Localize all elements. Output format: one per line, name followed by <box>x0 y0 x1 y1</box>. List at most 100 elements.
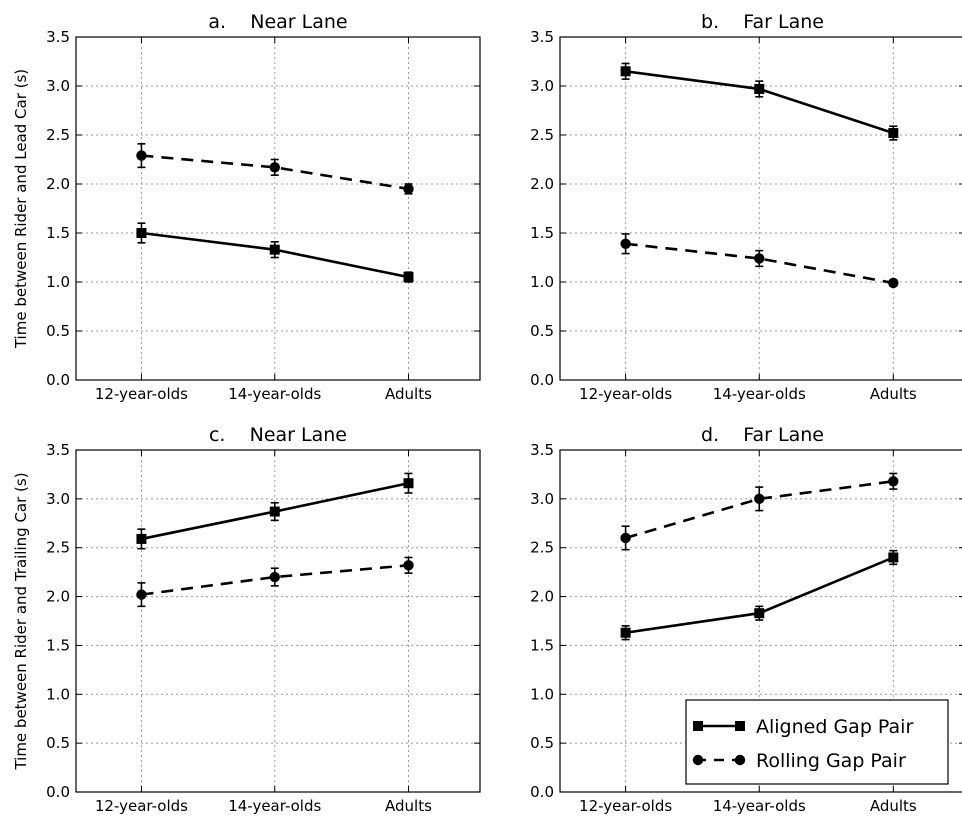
data-point-circle <box>754 253 765 264</box>
x-tick-label: 12-year-olds <box>579 797 672 815</box>
x-tick-label: 14-year-olds <box>713 797 806 815</box>
y-tick-label: 2.0 <box>46 175 70 193</box>
series-rolling <box>136 556 414 608</box>
x-tick-label: 12-year-olds <box>95 385 188 403</box>
y-tick-label: 2.5 <box>530 539 554 557</box>
series-aligned <box>620 62 899 141</box>
data-point-square <box>136 533 147 544</box>
series-line-rolling <box>625 479 894 540</box>
panel-title: b. Far Lane <box>701 11 824 33</box>
data-point-circle <box>403 183 414 195</box>
data-point-circle <box>620 238 631 249</box>
data-point-square <box>754 608 765 619</box>
y-tick-label: 1.0 <box>530 273 554 291</box>
x-tick-label: 14-year-olds <box>228 385 321 403</box>
x-tick-label: 14-year-olds <box>713 385 806 403</box>
panel-c: c. Near Lane 0.0 0.5 1.0 1.5 2.0 2.5 3.0 3.5 12-y… <box>12 424 481 815</box>
y-tick-label: 1.0 <box>46 685 70 703</box>
y-tick-label: 0.5 <box>46 322 70 340</box>
panel-b: b. Far Lane 0.0 0.5 1.0 1.5 2.0 2.5 3.0 3.5 12-ye… <box>530 11 962 403</box>
y-tick-label: 0.0 <box>46 371 70 389</box>
x-tick-label: Adults <box>385 797 432 815</box>
panel-title: d. Far Lane <box>701 424 824 446</box>
series-rolling <box>136 143 414 195</box>
y-tick-label: 3.0 <box>530 77 554 95</box>
y-tick-label: 1.0 <box>530 685 554 703</box>
series-rolling <box>620 472 899 551</box>
series-aligned <box>136 222 414 283</box>
data-point-circle <box>136 589 147 600</box>
y-axis-label: Time between Rider and Lead Car (s) <box>12 69 30 349</box>
data-point-square <box>269 244 280 255</box>
panel-d: d. Far Lane 0.0 0.5 1.0 1.5 2.0 2.5 3.0 3.5 12-ye… <box>530 424 962 815</box>
y-tick-label: 2.5 <box>46 539 70 557</box>
data-point-square <box>403 272 414 283</box>
y-tick-label: 0.5 <box>530 734 554 752</box>
y-tick-label: 3.5 <box>46 28 70 46</box>
y-tick-label: 1.5 <box>46 636 70 654</box>
legend-label-rolling: Rolling Gap Pair <box>756 750 906 772</box>
y-tick-label: 3.5 <box>46 441 70 459</box>
legend-marker-square <box>735 721 745 731</box>
data-point-circle <box>269 571 280 583</box>
x-tick-label: Adults <box>385 385 432 403</box>
y-tick-label: 0.0 <box>530 783 554 801</box>
legend-marker-circle <box>734 754 746 766</box>
data-point-circle <box>754 493 765 505</box>
panel-a: a. Near Lane 0.0 0.5 1.0 1.5 2.0 2.5 3.0 3.5 12-y… <box>12 11 481 403</box>
y-tick-label: 0.0 <box>530 371 554 389</box>
data-point-circle <box>888 476 899 487</box>
data-point-square <box>403 478 414 489</box>
y-tick-label: 2.0 <box>530 175 554 193</box>
data-point-square <box>620 66 631 77</box>
y-tick-label: 1.5 <box>530 224 554 242</box>
x-tick-label: 14-year-olds <box>228 797 321 815</box>
data-point-circle <box>620 532 631 544</box>
y-tick-label: 1.0 <box>46 273 70 291</box>
x-tick-label: Adults <box>870 385 917 403</box>
data-point-circle <box>403 560 414 571</box>
data-point-circle <box>888 277 899 289</box>
y-tick-label: 3.0 <box>46 77 70 95</box>
data-point-square <box>754 83 765 94</box>
series-rolling <box>620 233 899 289</box>
y-tick-label: 0.5 <box>46 734 70 752</box>
x-tick-label: 12-year-olds <box>95 797 188 815</box>
data-point-circle <box>136 150 147 161</box>
series-aligned <box>136 472 414 550</box>
series-line-rolling <box>141 564 409 596</box>
y-tick-label: 1.5 <box>530 636 554 654</box>
legend-box <box>685 699 949 785</box>
y-axis-label: Time between Rider and Trailing Car (s) <box>12 472 30 770</box>
y-tick-label: 3.0 <box>530 490 554 508</box>
y-tick-label: 1.5 <box>46 224 70 242</box>
x-tick-label: Adults <box>870 797 917 815</box>
legend: Aligned Gap Pair Rolling Gap Pair <box>685 699 949 785</box>
panel-title: a. Near Lane <box>208 11 347 33</box>
plot-frame <box>75 449 481 793</box>
y-tick-label: 2.0 <box>530 588 554 606</box>
y-tick-label: 2.5 <box>530 126 554 144</box>
legend-marker-square <box>693 721 703 731</box>
plot-frame <box>559 36 962 381</box>
legend-marker-circle <box>692 754 704 766</box>
panel-title: c. Near Lane <box>209 424 347 446</box>
y-tick-label: 3.5 <box>530 28 554 46</box>
y-tick-label: 3.5 <box>530 441 554 459</box>
series-line-rolling <box>141 154 409 191</box>
series-line-rolling <box>625 242 894 285</box>
series-aligned <box>620 549 899 641</box>
data-point-square <box>620 627 631 638</box>
x-tick-label: 12-year-olds <box>579 385 672 403</box>
plot-frame <box>75 36 481 381</box>
data-point-square <box>888 552 899 563</box>
y-tick-label: 0.5 <box>530 322 554 340</box>
y-tick-label: 3.0 <box>46 490 70 508</box>
y-tick-label: 0.0 <box>46 783 70 801</box>
data-point-square <box>269 506 280 517</box>
legend-label-aligned: Aligned Gap Pair <box>756 716 913 738</box>
data-point-circle <box>269 162 280 173</box>
data-point-square <box>136 228 147 238</box>
data-point-square <box>888 128 899 139</box>
